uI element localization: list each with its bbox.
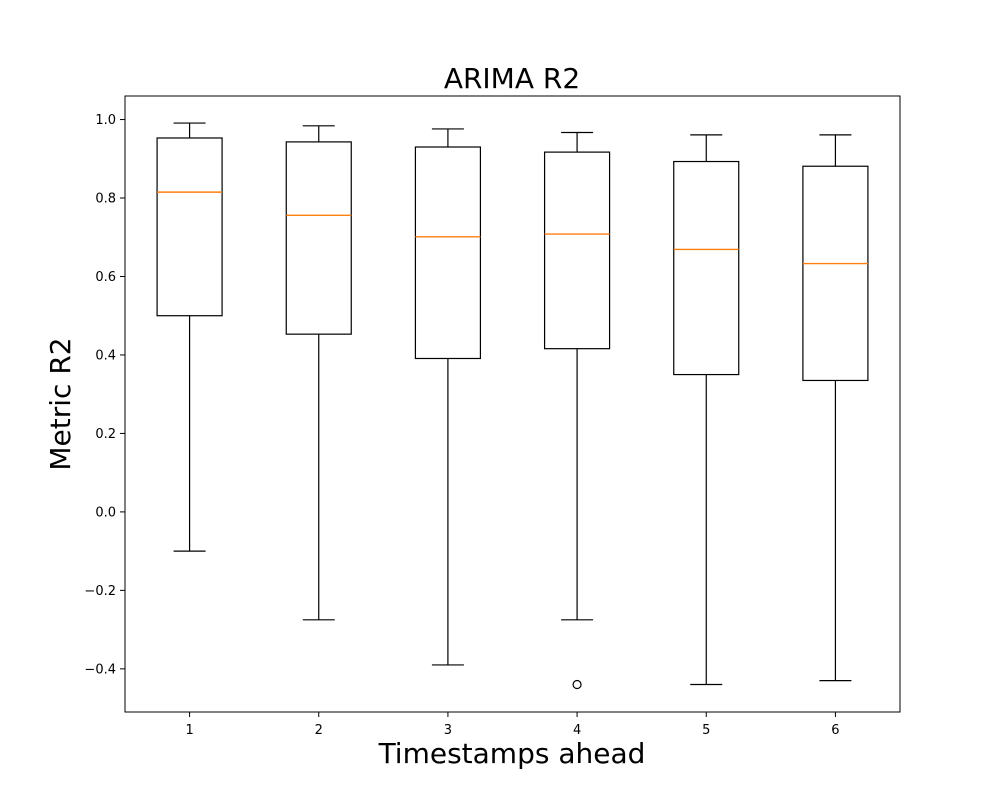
box-1 bbox=[156, 137, 223, 317]
y-axis-label: Metric R2 bbox=[44, 337, 77, 470]
x-axis-label: Timestamps ahead bbox=[378, 737, 646, 770]
y-tick-label-8: 1.0 bbox=[95, 113, 116, 128]
y-tick-label-6: 0.6 bbox=[95, 270, 116, 285]
y-tick-label-5: 0.4 bbox=[95, 348, 116, 363]
x-tick-label-4: 4 bbox=[573, 723, 581, 738]
plot-frame bbox=[124, 95, 901, 713]
x-tick-label-2: 2 bbox=[315, 723, 323, 738]
x-tick-label-5: 5 bbox=[702, 723, 710, 738]
box-3 bbox=[414, 146, 482, 360]
y-tick-label-3: 0.0 bbox=[95, 505, 116, 520]
y-tick-label-4: 0.2 bbox=[95, 427, 116, 442]
x-tick-label-1: 1 bbox=[185, 723, 193, 738]
x-tick-label-3: 3 bbox=[444, 723, 452, 738]
plot-area: −0.4 −0.2 0.0 0.2 0.4 0.6 0.8 1.0 1 2 3 4 5 6 bbox=[84, 95, 901, 738]
y-tick-label-1: −0.4 bbox=[84, 662, 116, 677]
box-2 bbox=[285, 141, 352, 335]
x-tick-label-6: 6 bbox=[831, 723, 839, 738]
y-tick-label-2: −0.2 bbox=[84, 584, 116, 599]
box-4 bbox=[543, 151, 611, 350]
outlier-4-1 bbox=[572, 679, 582, 690]
box-6 bbox=[802, 165, 869, 382]
chart-title: ARIMA R2 bbox=[444, 62, 580, 95]
y-tick-label-7: 0.8 bbox=[95, 192, 116, 207]
box-5 bbox=[673, 160, 740, 376]
